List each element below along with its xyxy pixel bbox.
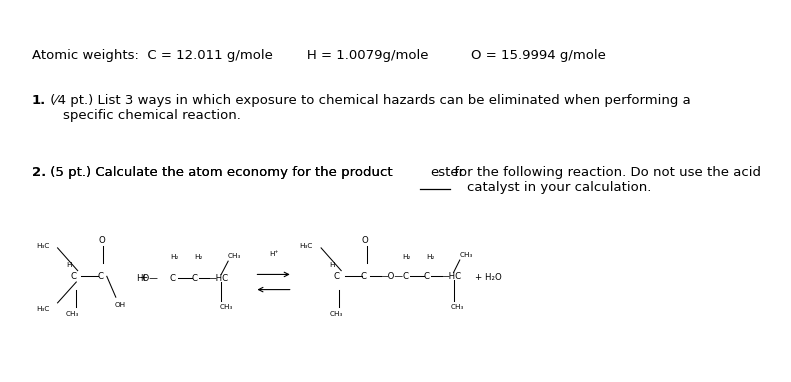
Text: HO—: HO—	[137, 274, 158, 283]
Text: C: C	[97, 272, 103, 281]
Text: H: H	[66, 262, 71, 268]
Text: CH₃: CH₃	[220, 304, 233, 310]
Text: OH: OH	[115, 302, 126, 308]
Text: (5 pt.) Calculate the atom economy for the product: (5 pt.) Calculate the atom economy for t…	[46, 166, 396, 180]
Text: —HC: —HC	[208, 274, 229, 283]
Text: 2.: 2.	[32, 166, 46, 180]
Text: H₃C: H₃C	[300, 243, 313, 249]
Text: +: +	[140, 273, 149, 283]
Text: Atomic weights:  C = 12.011 g/mole        H = 1.0079g/mole          O = 15.9994 : Atomic weights: C = 12.011 g/mole H = 1.…	[32, 49, 606, 62]
Text: H₂: H₂	[170, 254, 178, 261]
Text: —O—: —O—	[380, 272, 403, 281]
Text: C: C	[361, 272, 366, 281]
Text: CH₃: CH₃	[460, 253, 473, 259]
Text: C: C	[334, 272, 339, 281]
Text: ester: ester	[430, 166, 464, 180]
Text: C: C	[424, 272, 430, 281]
Text: H: H	[329, 262, 335, 268]
Text: H₂: H₂	[194, 254, 202, 261]
Text: C: C	[402, 272, 408, 281]
Text: + H₂O: + H₂O	[475, 273, 501, 282]
Text: C: C	[170, 274, 176, 283]
Text: CH₃: CH₃	[329, 311, 343, 317]
Text: O: O	[98, 236, 105, 245]
Text: H⁺: H⁺	[269, 251, 278, 257]
Text: (5 pt.) Calculate the atom economy for the product: (5 pt.) Calculate the atom economy for t…	[46, 166, 396, 180]
Text: CH₃: CH₃	[451, 304, 464, 310]
Text: H₃C: H₃C	[36, 243, 50, 249]
Text: CH₃: CH₃	[66, 311, 79, 317]
Text: C: C	[70, 272, 76, 281]
Text: C: C	[191, 274, 198, 283]
Text: for the following reaction. Do not use the acid
    catalyst in your calculation: for the following reaction. Do not use t…	[450, 166, 761, 194]
Text: 1.: 1.	[32, 94, 46, 107]
Text: H₂: H₂	[426, 254, 435, 261]
Text: H₂: H₂	[402, 254, 411, 261]
Text: (⁄4 pt.) List 3 ways in which exposure to chemical hazards can be eliminated whe: (⁄4 pt.) List 3 ways in which exposure t…	[46, 94, 691, 122]
Text: —HC: —HC	[441, 272, 461, 281]
Text: CH₃: CH₃	[228, 253, 240, 259]
Text: O: O	[362, 236, 369, 245]
Text: H₃C: H₃C	[36, 306, 50, 312]
